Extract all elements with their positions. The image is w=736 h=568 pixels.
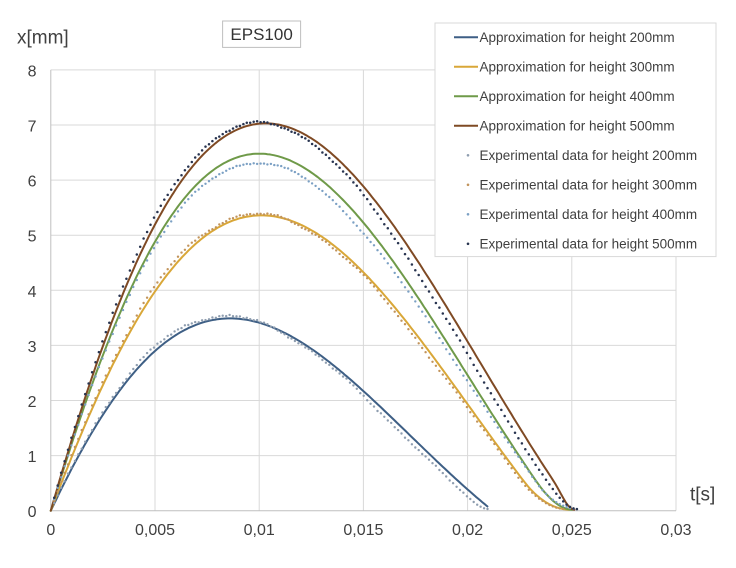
svg-text:Experimental data for height 5: Experimental data for height 500mm: [480, 237, 698, 252]
svg-text:Approximation for height 200mm: Approximation for height 200mm: [480, 30, 675, 45]
svg-text:Experimental data for height 3: Experimental data for height 300mm: [480, 178, 698, 193]
svg-text:2: 2: [28, 394, 37, 411]
svg-text:t[s]: t[s]: [690, 485, 715, 506]
svg-text:0: 0: [28, 504, 37, 521]
svg-text:3: 3: [28, 339, 37, 356]
svg-text:Experimental data for height 2: Experimental data for height 200mm: [480, 148, 698, 163]
svg-text:4: 4: [28, 284, 37, 301]
svg-text:Approximation for height 400mm: Approximation for height 400mm: [480, 89, 675, 104]
svg-text:7: 7: [28, 119, 37, 136]
svg-text:0,005: 0,005: [135, 522, 175, 539]
svg-text:Approximation for height 300mm: Approximation for height 300mm: [480, 60, 675, 75]
svg-text:x[mm]: x[mm]: [17, 28, 69, 49]
svg-text:0,025: 0,025: [552, 522, 592, 539]
svg-text:0,03: 0,03: [660, 522, 691, 539]
svg-text:6: 6: [28, 174, 37, 191]
svg-text:0,015: 0,015: [343, 522, 383, 539]
svg-text:1: 1: [28, 449, 37, 466]
svg-text:5: 5: [28, 229, 37, 246]
svg-text:Approximation for height 500mm: Approximation for height 500mm: [480, 119, 675, 134]
svg-text:0,02: 0,02: [452, 522, 483, 539]
svg-text:8: 8: [28, 63, 37, 80]
svg-text:0,01: 0,01: [244, 522, 275, 539]
svg-text:0: 0: [46, 522, 55, 539]
svg-text:Experimental data for height 4: Experimental data for height 400mm: [480, 207, 698, 222]
svg-text:EPS100: EPS100: [230, 25, 292, 44]
